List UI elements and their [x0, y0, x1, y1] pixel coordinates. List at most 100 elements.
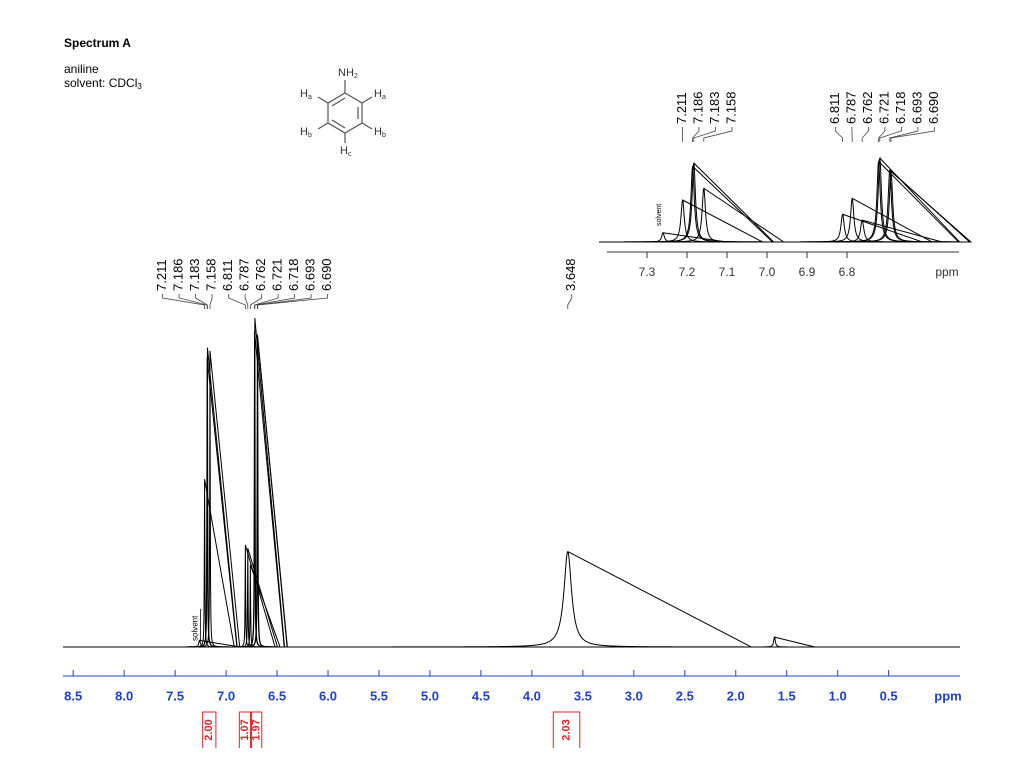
- atom-text: H: [374, 88, 382, 100]
- peak-leader: [244, 294, 249, 309]
- x-tick-label: 1.0: [829, 688, 847, 703]
- peak-leader: [693, 127, 716, 142]
- x-tick-label: 7.2: [679, 265, 696, 279]
- peak: [733, 635, 816, 648]
- peak-leader: [567, 294, 573, 309]
- peak-leader: [254, 294, 295, 309]
- atom-label: Hc: [340, 145, 352, 158]
- bond: [317, 122, 329, 130]
- atom-label: Hb: [374, 126, 386, 139]
- atom-label: NH2: [338, 67, 358, 80]
- x-tick-label: 6.0: [319, 688, 337, 703]
- atom-text: H: [374, 126, 382, 138]
- peak-leader: [162, 294, 205, 309]
- peak-leader: [257, 294, 328, 309]
- peak: [217, 548, 279, 648]
- peak-leader: [195, 294, 208, 309]
- x-tick-label: 4.0: [523, 688, 541, 703]
- peak-label: 6.787: [843, 91, 858, 124]
- compound-name: aniline: [64, 62, 99, 76]
- peak-label: 6.721: [876, 91, 891, 124]
- peak-label: 7.211: [674, 92, 689, 124]
- peak-label: 6.811: [220, 259, 235, 291]
- structure: [317, 80, 373, 143]
- x-tick-label: 6.9: [799, 265, 816, 279]
- peak-label: 6.718: [286, 258, 301, 291]
- atom-sub: b: [382, 132, 386, 139]
- peak-leader: [228, 294, 246, 309]
- x-tick-label: 7.0: [759, 265, 776, 279]
- atom-sub: 2: [354, 73, 358, 80]
- peak-label: 6.693: [909, 91, 924, 124]
- benzene-ring: [327, 92, 363, 134]
- peak-label: 6.787: [237, 258, 252, 291]
- peak-label: 6.693: [303, 258, 318, 291]
- integral-bracket: [251, 711, 263, 748]
- peak: [811, 170, 973, 243]
- peak-label: 6.762: [860, 91, 875, 124]
- solvent-peak: [599, 232, 727, 243]
- x-tick-label: 7.5: [166, 688, 184, 703]
- peak-label: 7.211: [154, 259, 169, 291]
- chart-title: Spectrum A: [64, 36, 131, 50]
- atom-label: Ha: [374, 88, 386, 101]
- peak-label: 6.718: [893, 91, 908, 124]
- atom-text: NH: [338, 67, 354, 79]
- x-tick-label: 4.5: [472, 688, 490, 703]
- atom-text: H: [300, 88, 308, 100]
- integral-label: 1.07: [239, 719, 251, 740]
- atom-label: Ha: [300, 88, 312, 101]
- peak: [227, 337, 288, 648]
- integral-bracket: [552, 711, 581, 748]
- peak-label: 7.186: [690, 91, 705, 124]
- x-tick-label: 5.0: [421, 688, 439, 703]
- atom-sub: a: [382, 94, 386, 101]
- integral-bracket: [238, 711, 252, 748]
- peak: [623, 187, 786, 243]
- peak-label: 7.183: [707, 91, 722, 124]
- peak-leader: [878, 127, 886, 142]
- bond: [361, 96, 373, 104]
- structure-labels: NH2 Ha Ha Hb Hb Hc: [300, 67, 386, 158]
- integral-label: 2.03: [560, 719, 572, 740]
- peak-leader: [834, 127, 843, 142]
- peak-label: 6.762: [253, 258, 268, 291]
- solvent-label: solvent: [191, 615, 200, 641]
- atom-label: Hb: [300, 126, 312, 139]
- peak-leader: [692, 127, 700, 142]
- peak-leader: [890, 127, 935, 142]
- atom-sub: b: [308, 132, 312, 139]
- x-tick-label: 7.3: [639, 265, 656, 279]
- peak: [782, 219, 943, 243]
- peak-leader: [703, 127, 733, 142]
- x-tick-label: 3.0: [625, 688, 643, 703]
- integral-label: 2.00: [203, 719, 215, 740]
- x-tick-label: 1.5: [778, 688, 796, 703]
- atom-text: H: [300, 126, 308, 138]
- solvent-label: solvent: [656, 204, 663, 226]
- peak-leader: [861, 127, 869, 142]
- peak-label: 6.721: [270, 258, 285, 291]
- peak-leader: [889, 127, 919, 142]
- double-bond: [331, 119, 346, 129]
- x-tick-label: 7.0: [217, 688, 235, 703]
- x-tick-label: 0.5: [880, 688, 898, 703]
- solvent-sub: 3: [137, 82, 142, 91]
- peak: [215, 544, 276, 648]
- peak: [224, 317, 286, 648]
- x-tick-label: 3.5: [574, 688, 592, 703]
- solvent-note: solvent: CDCl3: [64, 76, 142, 91]
- x-tick-label: 5.5: [370, 688, 388, 703]
- atom-sub: a: [308, 94, 312, 101]
- peak-label: 7.186: [171, 258, 186, 291]
- bond: [361, 122, 373, 130]
- x-tick-label: 7.1: [719, 265, 736, 279]
- peak-label: 6.690: [926, 91, 941, 124]
- peak-leader: [879, 127, 902, 142]
- integral-label: 1.97: [251, 719, 263, 740]
- double-bond: [331, 97, 346, 107]
- peak: [384, 551, 752, 648]
- peak-leader: [209, 294, 213, 309]
